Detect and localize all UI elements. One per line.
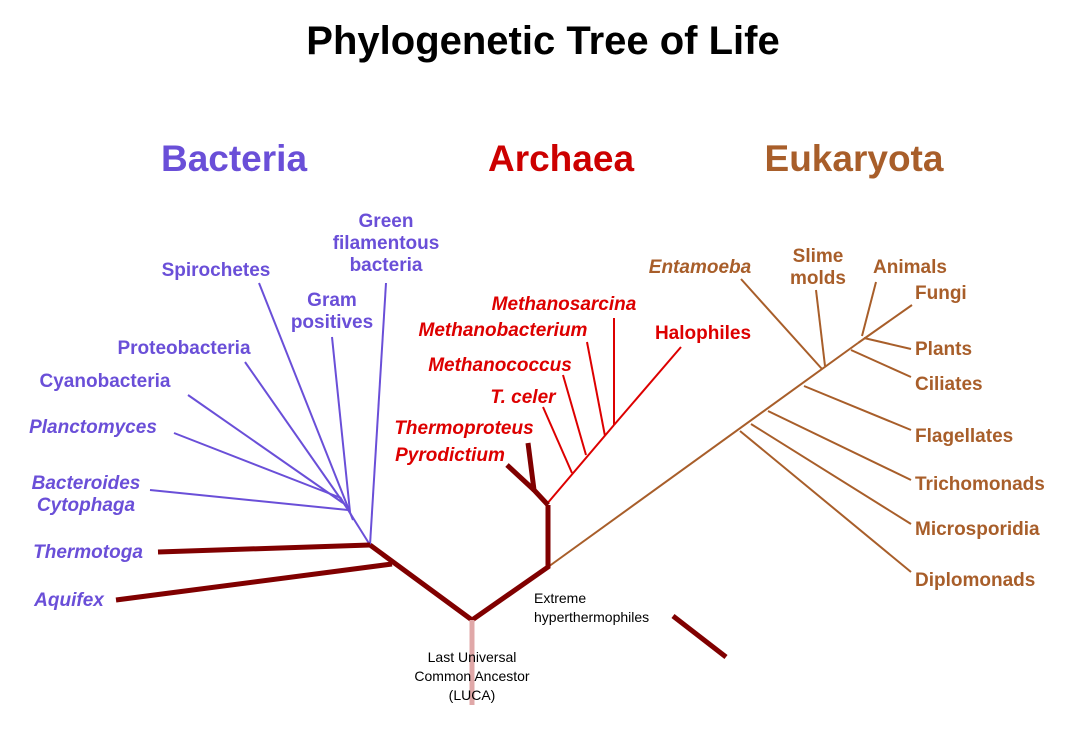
branch-green-filamentous [369,282,387,546]
branch-trichomonads [767,410,912,481]
luca-label-line3: (LUCA) [449,687,496,703]
branch-methanococcus [562,374,587,456]
branch-bacteroides-cytophaga [149,489,349,511]
label-slime-molds-line2: molds [790,268,846,289]
label-plants: Plants [915,339,972,360]
label-gram-positives-line2: positives [291,312,373,333]
branch-gram-positives [331,336,351,513]
branch-planctomyces [173,432,342,499]
label-cyanobacteria: Cyanobacteria [40,371,171,392]
branch-halophiles [613,346,682,426]
branch-t-celer [542,406,573,474]
domain-label-bacteria: Bacteria [161,138,307,179]
label-flagellates: Flagellates [915,426,1013,447]
label-entamoeba: Entamoeba [649,257,752,278]
branch-proteobacteria [244,361,348,509]
hyperthermophile-branches [115,442,728,659]
branch-aquifex [115,561,393,603]
branch-microsporidia [750,423,912,525]
branch-bacteria-stem [339,496,371,546]
branch-entamoeba [740,278,823,370]
branch-archaea-hyperthermophile-fork [525,442,550,507]
branch-fungi [857,304,913,344]
branch-flagellates [803,385,912,431]
luca-label-line2: Common Ancestor [414,668,529,684]
branch-plants [863,337,912,350]
label-thermotoga: Thermotoga [33,542,143,563]
label-aquifex: Aquifex [33,590,105,611]
label-spirochetes: Spirochetes [162,260,271,281]
branch-thermotoga [157,542,371,555]
domain-label-archaea: Archaea [488,138,634,179]
branch-main-trunk [368,505,551,624]
branch-archaea-stem [545,424,615,506]
label-methanobacterium: Methanobacterium [419,320,588,341]
label-halophiles: Halophiles [655,323,751,344]
domain-label-eukaryota: Eukaryota [765,138,944,179]
branch-ciliates [850,349,912,378]
branch-methanobacterium [586,341,606,437]
eukaryota-labels: Entamoeba Slime molds Animals Fungi Plan… [649,246,1045,591]
label-methanococcus: Methanococcus [428,355,572,376]
label-ciliates: Ciliates [915,374,983,395]
label-animals: Animals [873,257,947,278]
eukaryota-branches [547,278,913,573]
label-green-filamentous-line1: Green [359,211,414,232]
label-cytophaga: Cytophaga [37,495,136,516]
branch-slime-molds [815,289,826,367]
label-bacteroides: Bacteroides [32,473,141,494]
label-proteobacteria: Proteobacteria [117,338,250,359]
label-thermoproteus: Thermoproteus [394,418,533,439]
bacteria-branches [149,282,387,546]
annotation-notes: Extreme hyperthermophiles Last Universal… [414,590,649,703]
branch-cyanobacteria [187,394,344,504]
label-gram-positives-line1: Gram [307,290,357,311]
branch-animals [861,281,877,337]
legend-hyperthermophile-swatch [671,614,728,659]
branch-spirochetes [258,282,354,521]
branch-diplomonads [739,430,912,573]
label-trichomonads: Trichomonads [915,474,1045,495]
archaea-labels: Methanosarcina Methanobacterium Halophil… [394,294,751,466]
label-t-celer: T. celer [490,387,557,408]
legend-hyperthermophiles-line1: Extreme [534,590,586,606]
branch-eukaryota-trunk [547,342,859,568]
label-slime-molds-line1: Slime [793,246,844,267]
legend-hyperthermophiles-line2: hyperthermophiles [534,609,649,625]
luca-label-line1: Last Universal [428,649,517,665]
label-green-filamentous-line2: filamentous [333,233,440,254]
bacteria-labels: Green filamentous bacteria Spirochetes G… [29,211,439,611]
archaea-branches [542,318,682,506]
label-microsporidia: Microsporidia [915,519,1040,540]
diagram-title: Phylogenetic Tree of Life [306,19,779,63]
label-fungi: Fungi [915,283,967,304]
label-diplomonads: Diplomonads [915,570,1035,591]
label-planctomyces: Planctomyces [29,417,157,438]
branch-pyrodictium [505,463,536,492]
label-methanosarcina: Methanosarcina [492,294,637,315]
label-green-filamentous-line3: bacteria [350,255,423,276]
label-pyrodictium: Pyrodictium [395,445,505,466]
